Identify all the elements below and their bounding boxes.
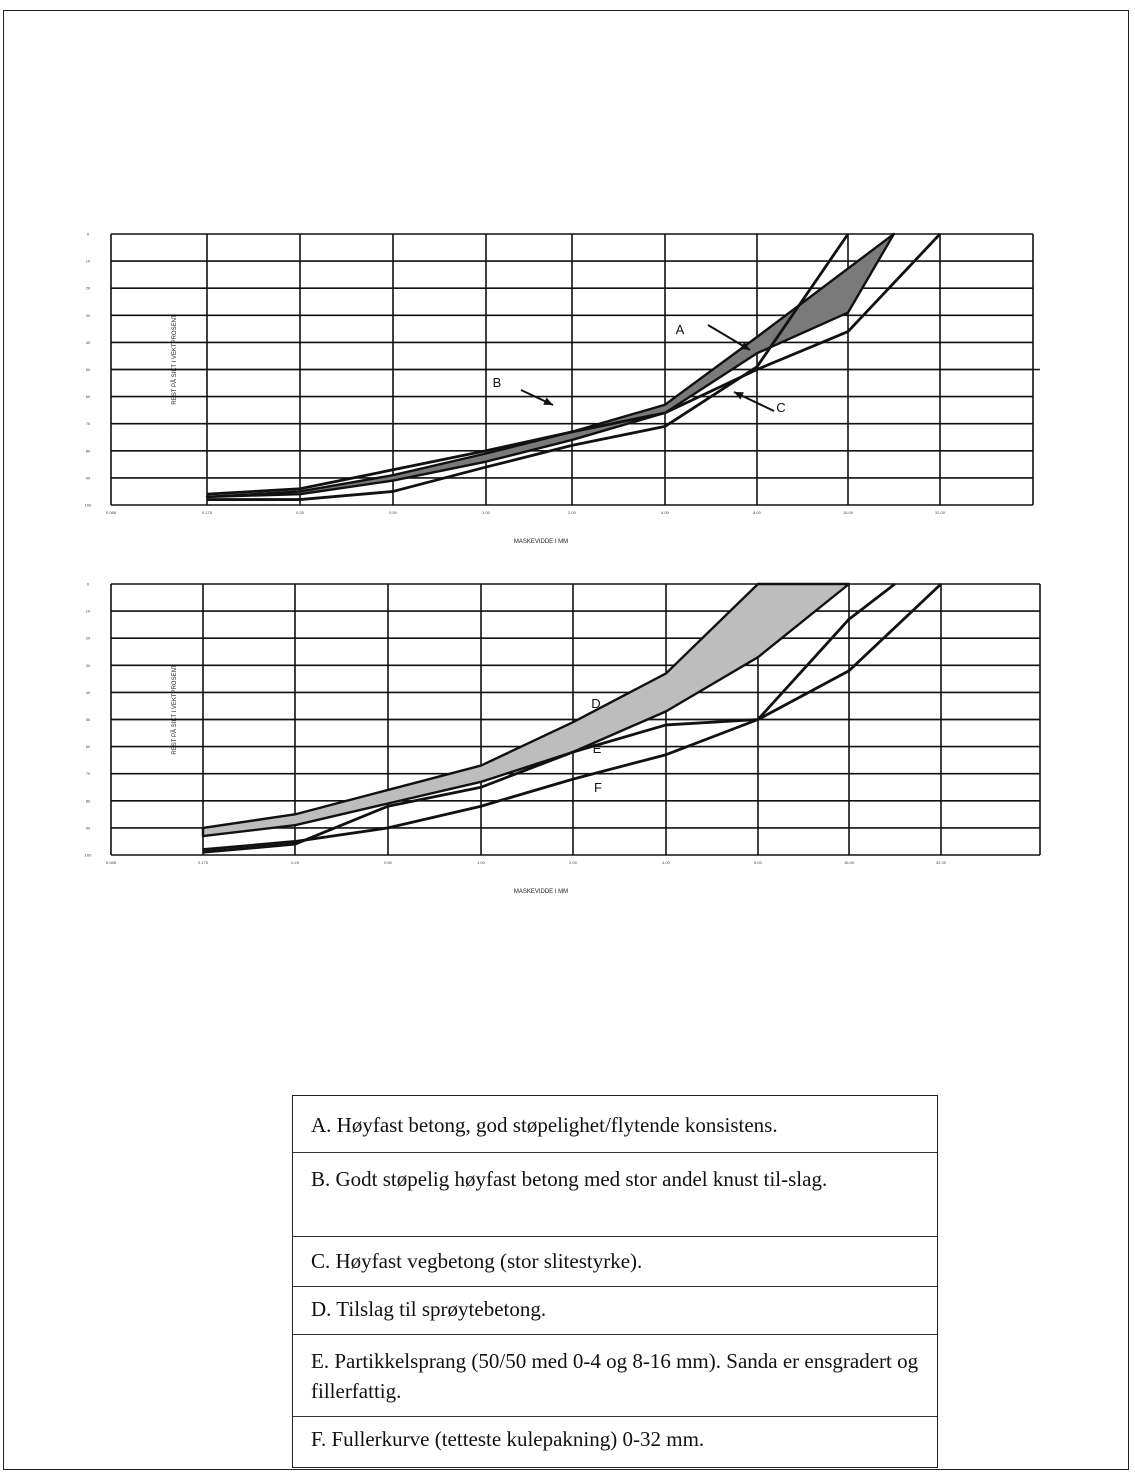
y-tick-label: 100: [85, 503, 92, 508]
y-tick-label: 10: [86, 259, 91, 264]
series-line-c: [207, 233, 850, 501]
y-tick-label: 0: [87, 582, 90, 587]
x-axis-label: MASKEVIDDE I MM: [514, 539, 568, 545]
legend-item-c: C. Høyfast vegbetong (stor slitestyrke).: [311, 1249, 643, 1273]
page-frame: [3, 10, 1129, 1470]
x-tick-label: 8.00: [754, 860, 763, 865]
grid: [110, 583, 1041, 856]
y-tick-label: 30: [86, 663, 91, 668]
y-tick-label: 100: [85, 853, 92, 858]
y-tick-label: 70: [86, 771, 91, 776]
grid: [110, 233, 1040, 506]
annotation-arrowhead: [740, 341, 750, 350]
x-tick-label: 16.00: [843, 510, 854, 515]
curve-label-c: C: [776, 400, 785, 415]
x-tick-label: 0.50: [384, 860, 393, 865]
x-tick-label: 1.00: [482, 510, 491, 515]
series-band-a: [205, 232, 896, 499]
x-tick-label: 8.00: [753, 510, 762, 515]
x-tick-label: 0.088: [106, 860, 117, 865]
y-tick-label: 80: [86, 448, 91, 453]
legend-box: A. Høyfast betong, god støpelighet/flyte…: [292, 1095, 938, 1468]
legend-item-d: D. Tilslag til sprøytebetong.: [311, 1297, 547, 1321]
x-axis-label: MASKEVIDDE I MM: [514, 889, 568, 895]
series-line-b: [206, 233, 942, 496]
legend-divider: [293, 1334, 937, 1335]
y-tick-label: 60: [86, 744, 91, 749]
legend-divider: [293, 1152, 937, 1153]
y-tick-label: 50: [86, 717, 91, 722]
grading-chart-bottom: 0 10 20 30 40 50 60 70 80 90 100 0.088 0.175 0.25 0.50…: [85, 582, 1041, 895]
legend-divider: [293, 1416, 937, 1417]
x-tick-label: 32.00: [935, 510, 946, 515]
legend-item-e: E. Partikkelsprang (50/50 med 0-4 og 8-1…: [311, 1349, 919, 1403]
y-tick-label: 40: [86, 340, 91, 345]
legend-divider: [293, 1236, 937, 1237]
y-axis-label: REST PÅ SIKT I VEKTPROSENT: [171, 314, 178, 404]
x-tick-label: 4.00: [662, 860, 671, 865]
y-tick-label: 70: [86, 421, 91, 426]
x-tick-label: 0.088: [106, 510, 117, 515]
curve-label-e: E: [593, 741, 602, 756]
legend-item-a: A. Høyfast betong, god støpelighet/flyte…: [311, 1113, 778, 1137]
legend-item-f: F. Fullerkurve (tetteste kulepakning) 0-…: [311, 1427, 705, 1451]
x-tick-label: 0.25: [291, 860, 300, 865]
curve-label-b: B: [493, 375, 502, 390]
series-band-d: [201, 582, 851, 838]
x-tick-label: 2.00: [569, 860, 578, 865]
x-tick-label: 4.00: [661, 510, 670, 515]
x-tick-label: 32.00: [936, 860, 947, 865]
x-tick-label: 0.175: [202, 510, 213, 515]
y-tick-label: 20: [86, 286, 91, 291]
series-line-e: [202, 582, 896, 854]
y-tick-label: 20: [86, 636, 91, 641]
y-tick-label: 0: [87, 232, 90, 237]
x-tick-label: 16.00: [844, 860, 855, 865]
y-tick-label: 60: [86, 394, 91, 399]
y-tick-label: 30: [86, 313, 91, 318]
legend-divider: [293, 1286, 937, 1287]
y-tick-label: 10: [86, 609, 91, 614]
y-tick-label: 40: [86, 690, 91, 695]
annotation-arrowhead: [543, 397, 553, 405]
x-tick-label: 1.00: [477, 860, 486, 865]
y-tick-label: 90: [86, 475, 91, 480]
series-line-f: [202, 582, 942, 851]
curve-label-a: A: [676, 322, 685, 337]
x-tick-label: 2.00: [568, 510, 577, 515]
y-axis-label: REST PÅ SIKT I VEKTPROSENT: [171, 664, 178, 754]
x-tick-label: 0.50: [389, 510, 398, 515]
annotation-arrowhead: [734, 392, 744, 400]
curve-label-f: F: [594, 780, 602, 795]
y-tick-label: 90: [86, 825, 91, 830]
y-tick-label: 50: [86, 367, 91, 372]
curve-label-d: D: [591, 696, 600, 711]
x-tick-label: 0.25: [296, 510, 305, 515]
grading-chart-top: 0 10 20 30 40 50 60 70 80 90 100 0.088 0.175 0.25 0.50…: [85, 232, 1040, 545]
y-tick-label: 80: [86, 798, 91, 803]
legend-item-b: B. Godt støpelig høyfast betong med stor…: [311, 1167, 828, 1191]
x-tick-label: 0.175: [198, 860, 209, 865]
